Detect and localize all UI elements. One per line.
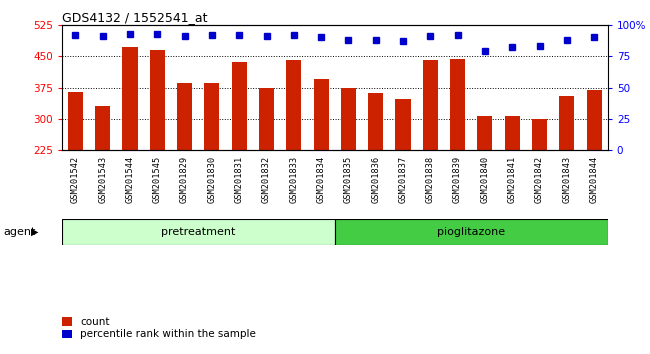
Bar: [450, 59, 465, 245]
Bar: [259, 88, 274, 245]
Text: GSM201837: GSM201837: [398, 156, 408, 203]
Text: GSM201542: GSM201542: [71, 156, 80, 203]
Text: GDS4132 / 1552541_at: GDS4132 / 1552541_at: [62, 11, 207, 24]
Bar: [335, 219, 608, 245]
Bar: [95, 107, 110, 245]
Text: GSM201844: GSM201844: [590, 156, 599, 203]
Bar: [422, 59, 438, 245]
Bar: [286, 61, 302, 245]
Text: GSM201840: GSM201840: [480, 156, 489, 203]
Bar: [504, 116, 520, 245]
Text: pretreatment: pretreatment: [161, 227, 235, 237]
Bar: [204, 84, 220, 245]
Text: GSM201543: GSM201543: [98, 156, 107, 203]
Text: GSM201836: GSM201836: [371, 156, 380, 203]
Text: GSM201835: GSM201835: [344, 156, 353, 203]
Bar: [150, 50, 165, 245]
Text: GSM201834: GSM201834: [317, 156, 326, 203]
Text: GSM201839: GSM201839: [453, 156, 462, 203]
Text: GSM201831: GSM201831: [235, 156, 244, 203]
Bar: [177, 84, 192, 245]
Bar: [395, 99, 411, 245]
Text: GSM201544: GSM201544: [125, 156, 135, 203]
Bar: [122, 47, 138, 245]
Text: agent: agent: [3, 227, 36, 237]
Text: GSM201843: GSM201843: [562, 156, 571, 203]
Text: GSM201832: GSM201832: [262, 156, 271, 203]
Text: ▶: ▶: [31, 227, 39, 237]
Bar: [559, 96, 575, 245]
Bar: [341, 88, 356, 245]
Bar: [477, 116, 493, 245]
Bar: [532, 119, 547, 245]
Text: GSM201838: GSM201838: [426, 156, 435, 203]
Text: GSM201830: GSM201830: [207, 156, 216, 203]
Bar: [368, 93, 384, 245]
Legend: count, percentile rank within the sample: count, percentile rank within the sample: [62, 317, 256, 339]
Text: GSM201545: GSM201545: [153, 156, 162, 203]
Bar: [313, 79, 329, 245]
Text: pioglitazone: pioglitazone: [437, 227, 505, 237]
Text: GSM201829: GSM201829: [180, 156, 189, 203]
Bar: [68, 92, 83, 245]
Bar: [231, 62, 247, 245]
Text: GSM201833: GSM201833: [289, 156, 298, 203]
Text: GSM201842: GSM201842: [535, 156, 544, 203]
Bar: [586, 90, 602, 245]
Text: GSM201841: GSM201841: [508, 156, 517, 203]
Bar: [62, 219, 335, 245]
